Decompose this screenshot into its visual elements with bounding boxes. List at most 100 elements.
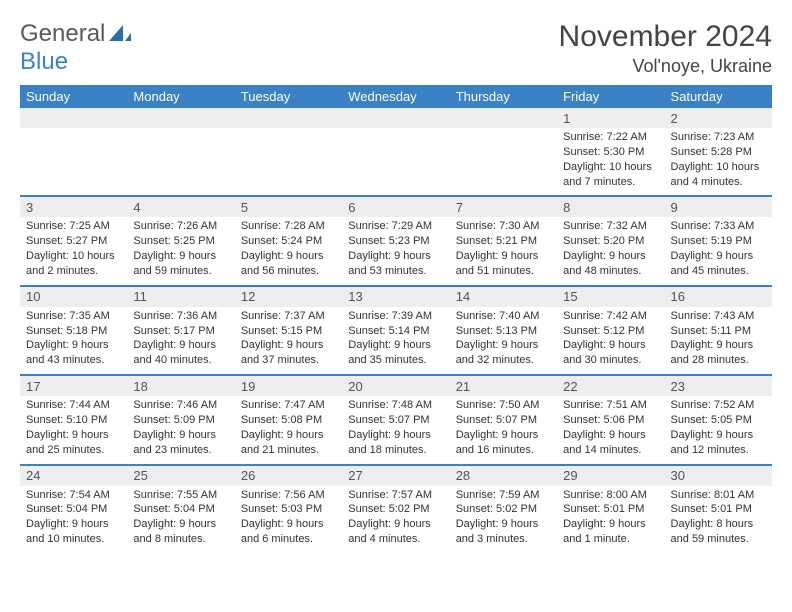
sunset-text: Sunset: 5:01 PM: [563, 502, 658, 517]
day-number: 17: [20, 376, 127, 396]
daylight-text: Daylight: 9 hours and 40 minutes.: [133, 338, 228, 368]
brand-logo: General Blue: [20, 20, 131, 76]
day-cell: Sunrise: 7:29 AMSunset: 5:23 PMDaylight:…: [342, 217, 449, 285]
daylight-text: Daylight: 9 hours and 56 minutes.: [241, 249, 336, 279]
day-content-row: Sunrise: 7:35 AMSunset: 5:18 PM Daylight:…: [20, 307, 772, 375]
day-number: 10: [20, 287, 127, 307]
day-number: [127, 108, 234, 128]
sunrise-text: Sunrise: 7:39 AM: [348, 309, 443, 324]
day-number-row: 10111213141516: [20, 287, 772, 307]
location: Vol'noye, Ukraine: [559, 56, 772, 77]
day-number: 21: [450, 376, 557, 396]
brand-general: General: [20, 20, 105, 47]
day-cell: Sunrise: 7:59 AMSunset: 5:02 PMDaylight:…: [450, 486, 557, 553]
day-cell: Sunrise: 8:00 AMSunset: 5:01 PMDaylight:…: [557, 486, 664, 553]
sunrise-text: Sunrise: 7:44 AM: [26, 398, 121, 413]
sunrise-text: Sunrise: 7:47 AM: [241, 398, 336, 413]
day-cell: Sunrise: 7:48 AMSunset: 5:07 PMDaylight:…: [342, 396, 449, 464]
day-number: 20: [342, 376, 449, 396]
sunrise-text: Sunrise: 7:35 AM: [26, 309, 121, 324]
day-number: 23: [665, 376, 772, 396]
day-number: 13: [342, 287, 449, 307]
day-number-row: 24252627282930: [20, 466, 772, 486]
sunset-text: Sunset: 5:17 PM: [133, 324, 228, 339]
day-number: 6: [342, 197, 449, 217]
day-cell: Sunrise: 7:55 AMSunset: 5:04 PMDaylight:…: [127, 486, 234, 553]
day-number: 24: [20, 466, 127, 486]
sunset-text: Sunset: 5:07 PM: [456, 413, 551, 428]
day-cell: Sunrise: 7:44 AMSunset: 5:10 PMDaylight:…: [20, 396, 127, 464]
day-number: 27: [342, 466, 449, 486]
day-number: 4: [127, 197, 234, 217]
sunrise-text: Sunrise: 7:28 AM: [241, 219, 336, 234]
day-number: 2: [665, 108, 772, 128]
daylight-text: Daylight: 9 hours and 48 minutes.: [563, 249, 658, 279]
day-cell: Sunrise: 7:57 AMSunset: 5:02 PMDaylight:…: [342, 486, 449, 553]
day-content-row: Sunrise: 7:22 AMSunset: 5:30 PMDaylight:…: [20, 128, 772, 196]
sunset-text: Sunset: 5:13 PM: [456, 324, 551, 339]
day-cell: Sunrise: 7:33 AMSunset: 5:19 PMDaylight:…: [665, 217, 772, 285]
day-number: 22: [557, 376, 664, 396]
sunset-text: Sunset: 5:14 PM: [348, 324, 443, 339]
day-header-row: Sunday Monday Tuesday Wednesday Thursday…: [20, 85, 772, 108]
sunrise-text: Sunrise: 7:59 AM: [456, 488, 551, 503]
sunset-text: Sunset: 5:18 PM: [26, 324, 121, 339]
sunrise-text: Sunrise: 7:36 AM: [133, 309, 228, 324]
sunrise-text: Sunrise: 7:40 AM: [456, 309, 551, 324]
day-number: 5: [235, 197, 342, 217]
sunrise-text: Sunrise: 7:46 AM: [133, 398, 228, 413]
calendar-table: Sunday Monday Tuesday Wednesday Thursday…: [20, 85, 772, 553]
sunrise-text: Sunrise: 7:48 AM: [348, 398, 443, 413]
brand-sail-icon: [109, 20, 131, 47]
day-cell: Sunrise: 7:52 AMSunset: 5:05 PMDaylight:…: [665, 396, 772, 464]
sunset-text: Sunset: 5:11 PM: [671, 324, 766, 339]
day-cell: [235, 128, 342, 196]
day-cell: Sunrise: 7:47 AMSunset: 5:08 PMDaylight:…: [235, 396, 342, 464]
sunset-text: Sunset: 5:05 PM: [671, 413, 766, 428]
daylight-text: Daylight: 9 hours and 21 minutes.: [241, 428, 336, 458]
daylight-text: Daylight: 9 hours and 51 minutes.: [456, 249, 551, 279]
daylight-text: Daylight: 9 hours and 6 minutes.: [241, 517, 336, 547]
daylight-text: Daylight: 10 hours and 7 minutes.: [563, 160, 658, 190]
day-number: 16: [665, 287, 772, 307]
sunrise-text: Sunrise: 7:30 AM: [456, 219, 551, 234]
day-cell: Sunrise: 8:01 AMSunset: 5:01 PMDaylight:…: [665, 486, 772, 553]
day-number: [450, 108, 557, 128]
daylight-text: Daylight: 9 hours and 12 minutes.: [671, 428, 766, 458]
day-number: 12: [235, 287, 342, 307]
day-number: 9: [665, 197, 772, 217]
day-cell: [20, 128, 127, 196]
day-number: [20, 108, 127, 128]
day-number: 15: [557, 287, 664, 307]
day-cell: Sunrise: 7:28 AMSunset: 5:24 PMDaylight:…: [235, 217, 342, 285]
brand-blue: Blue: [20, 48, 68, 75]
sunset-text: Sunset: 5:09 PM: [133, 413, 228, 428]
day-cell: [127, 128, 234, 196]
sunset-text: Sunset: 5:19 PM: [671, 234, 766, 249]
day-number-row: 12: [20, 108, 772, 128]
daylight-text: Daylight: 9 hours and 30 minutes.: [563, 338, 658, 368]
daylight-text: Daylight: 10 hours and 2 minutes.: [26, 249, 121, 279]
day-number: 3: [20, 197, 127, 217]
day-header: Tuesday: [235, 85, 342, 108]
day-cell: Sunrise: 7:50 AMSunset: 5:07 PMDaylight:…: [450, 396, 557, 464]
day-number: 7: [450, 197, 557, 217]
day-number: [342, 108, 449, 128]
sunrise-text: Sunrise: 7:51 AM: [563, 398, 658, 413]
day-cell: Sunrise: 7:54 AMSunset: 5:04 PMDaylight:…: [20, 486, 127, 553]
daylight-text: Daylight: 9 hours and 32 minutes.: [456, 338, 551, 368]
sunrise-text: Sunrise: 7:37 AM: [241, 309, 336, 324]
day-content-row: Sunrise: 7:44 AMSunset: 5:10 PMDaylight:…: [20, 396, 772, 464]
day-header: Friday: [557, 85, 664, 108]
sunrise-text: Sunrise: 7:29 AM: [348, 219, 443, 234]
month-title: November 2024: [559, 20, 772, 54]
day-content-row: Sunrise: 7:54 AMSunset: 5:04 PMDaylight:…: [20, 486, 772, 553]
day-header: Sunday: [20, 85, 127, 108]
day-number: 18: [127, 376, 234, 396]
sunrise-text: Sunrise: 8:01 AM: [671, 488, 766, 503]
daylight-text: Daylight: 9 hours and 14 minutes.: [563, 428, 658, 458]
day-number: 30: [665, 466, 772, 486]
day-header: Wednesday: [342, 85, 449, 108]
sunset-text: Sunset: 5:20 PM: [563, 234, 658, 249]
sunset-text: Sunset: 5:30 PM: [563, 145, 658, 160]
